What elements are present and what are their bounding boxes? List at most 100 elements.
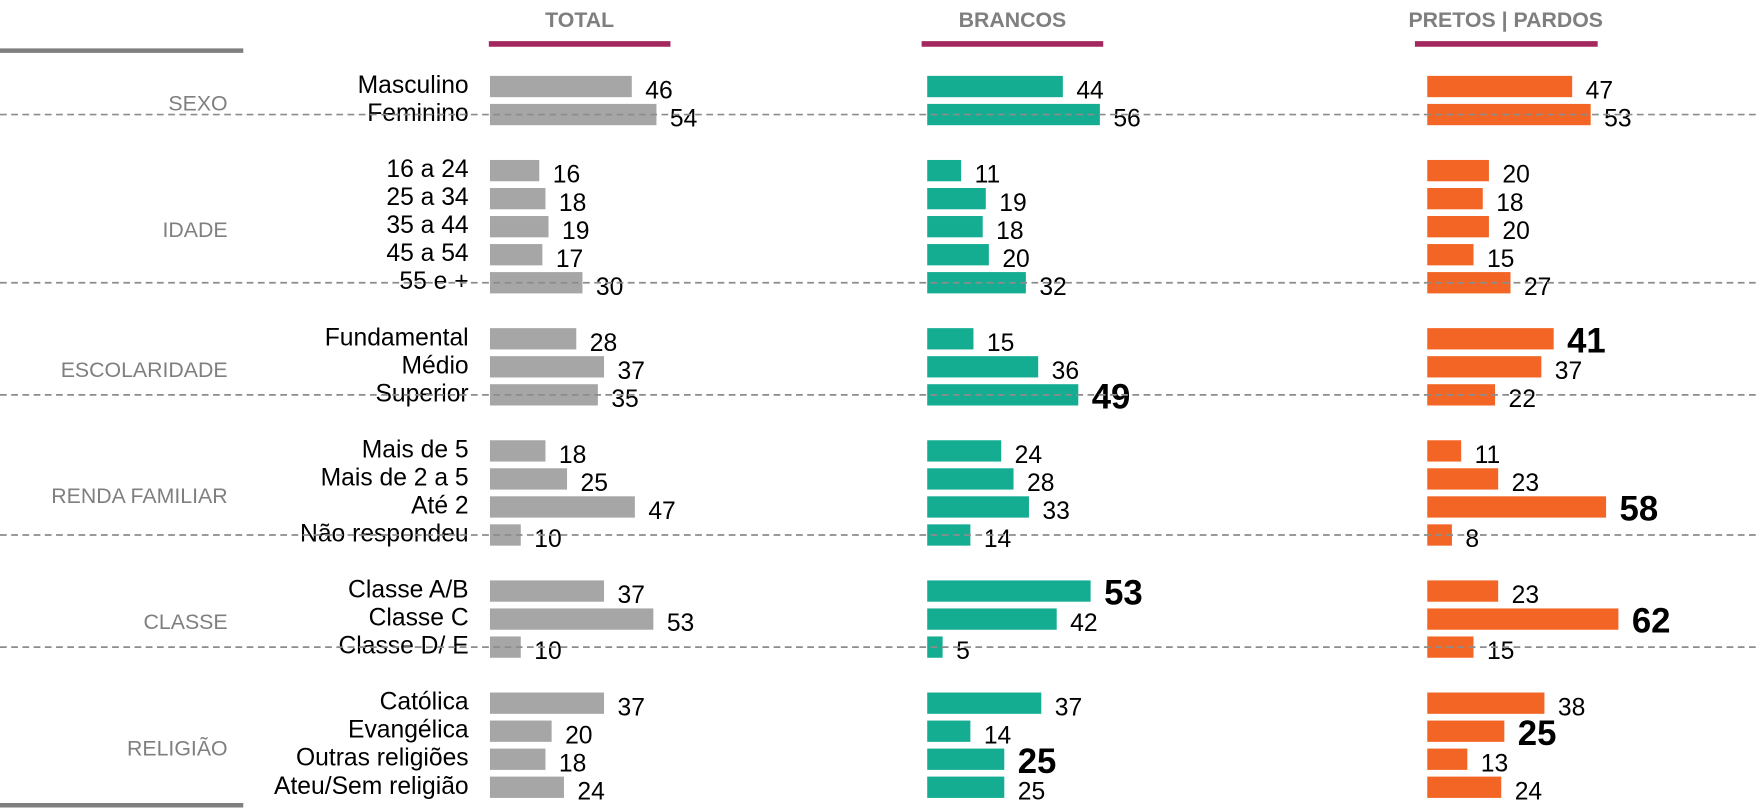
bar xyxy=(489,748,546,770)
value-label: 41 xyxy=(1567,322,1606,360)
bar xyxy=(927,608,1057,630)
value-label: 37 xyxy=(1555,358,1582,385)
row-label: 55 e + xyxy=(399,268,468,295)
value-label: 37 xyxy=(1055,694,1082,721)
bar xyxy=(489,328,577,350)
value-label: 37 xyxy=(617,582,644,609)
bar xyxy=(1427,187,1483,210)
row-label: Outras religiões xyxy=(296,745,469,772)
value-label: 20 xyxy=(1502,162,1529,189)
bar xyxy=(1427,356,1542,378)
bar xyxy=(927,468,1014,490)
value-label: 18 xyxy=(559,442,586,469)
bar xyxy=(1427,216,1489,238)
bar xyxy=(489,608,654,630)
value-label: 5 xyxy=(956,638,970,665)
bar xyxy=(927,187,986,210)
row-label: 35 a 44 xyxy=(386,212,468,239)
bar xyxy=(927,216,983,238)
value-label: 18 xyxy=(1496,190,1523,217)
group-label: IDADE xyxy=(163,218,228,242)
value-label: 15 xyxy=(987,330,1014,357)
row-label: 25 a 34 xyxy=(386,184,468,211)
bar xyxy=(927,692,1042,714)
bar xyxy=(1427,692,1545,714)
bar xyxy=(1427,328,1554,350)
value-label: 10 xyxy=(534,638,561,665)
row-label: Mais de 2 a 5 xyxy=(321,464,469,491)
bar xyxy=(489,244,543,266)
value-label: 54 xyxy=(670,106,697,133)
value-label: 28 xyxy=(590,330,617,357)
value-label: 22 xyxy=(1509,386,1536,413)
value-label: 46 xyxy=(645,78,672,105)
value-label: 10 xyxy=(534,526,561,553)
value-label: 11 xyxy=(1475,442,1501,469)
value-label: 24 xyxy=(1015,442,1042,469)
group-label: RENDA FAMILIAR xyxy=(51,484,227,508)
value-label: 13 xyxy=(1481,750,1508,777)
bar xyxy=(489,159,540,182)
value-label: 30 xyxy=(596,274,623,301)
bar xyxy=(1427,244,1474,266)
bar xyxy=(927,580,1091,602)
bar xyxy=(489,692,605,714)
bar xyxy=(1427,748,1468,770)
value-label: 19 xyxy=(562,218,589,245)
row-label: 45 a 54 xyxy=(386,240,468,267)
bar xyxy=(1427,159,1489,182)
value-label: 37 xyxy=(617,358,644,385)
row-label: Superior xyxy=(375,380,468,407)
bar xyxy=(1427,776,1502,798)
value-label: 38 xyxy=(1558,694,1585,721)
group-label: SEXO xyxy=(168,92,227,116)
value-label: 25 xyxy=(580,470,607,497)
value-label: 20 xyxy=(1002,246,1029,273)
value-label: 14 xyxy=(984,722,1011,749)
row-label: Evangélica xyxy=(348,717,469,744)
bar xyxy=(489,580,605,602)
bar xyxy=(927,159,962,182)
bar xyxy=(927,244,989,266)
value-label: 28 xyxy=(1027,470,1054,497)
row-label: 16 a 24 xyxy=(386,156,468,183)
row-label: Classe D/ E xyxy=(338,633,468,660)
bar xyxy=(927,328,974,350)
value-label: 58 xyxy=(1620,491,1659,529)
bar xyxy=(489,356,605,378)
value-label: 36 xyxy=(1052,358,1079,385)
value-label: 23 xyxy=(1512,470,1539,497)
value-label: 49 xyxy=(1092,379,1131,417)
bar xyxy=(927,524,971,546)
value-label: 18 xyxy=(996,218,1023,245)
value-label: 25 xyxy=(1018,778,1045,805)
value-label: 19 xyxy=(999,190,1026,217)
bar xyxy=(489,496,635,518)
value-label: 27 xyxy=(1524,274,1551,301)
bar xyxy=(927,720,971,742)
value-label: 53 xyxy=(667,610,694,637)
value-label: 25 xyxy=(1018,743,1057,781)
value-label: 56 xyxy=(1113,106,1140,133)
bar xyxy=(489,216,549,238)
row-label: Médio xyxy=(401,352,468,379)
value-label: 14 xyxy=(984,526,1011,553)
value-label: 32 xyxy=(1039,274,1066,301)
bar xyxy=(489,272,583,294)
value-label: 20 xyxy=(1502,218,1529,245)
bar xyxy=(1427,440,1462,462)
row-label: Masculino xyxy=(358,72,469,99)
group-label: CLASSE xyxy=(144,610,228,634)
row-label: Ateu/Sem religião xyxy=(274,773,469,800)
row-label: Classe C xyxy=(369,605,469,632)
value-label: 17 xyxy=(556,246,583,273)
bar xyxy=(1427,468,1499,490)
value-label: 25 xyxy=(1518,715,1557,753)
value-label: 44 xyxy=(1076,78,1103,105)
value-label: 24 xyxy=(1515,778,1542,805)
group-label: RELIGIÃO xyxy=(127,735,228,760)
value-label: 15 xyxy=(1487,246,1514,273)
value-label: 18 xyxy=(559,190,586,217)
